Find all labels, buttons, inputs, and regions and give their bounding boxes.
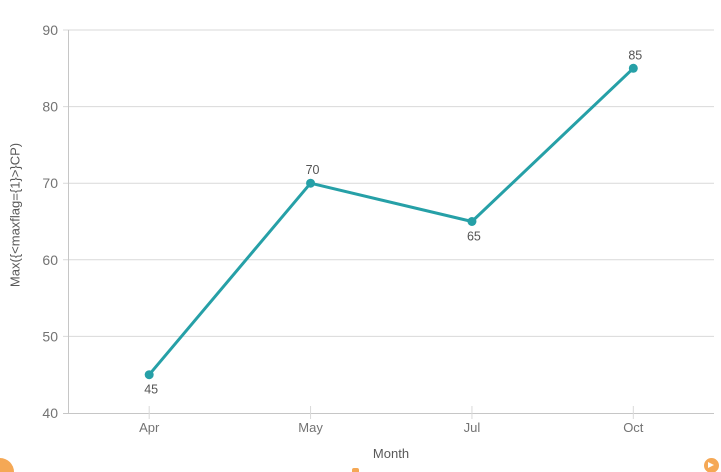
x-axis-title: Month — [372, 446, 410, 461]
orange-dash-bottom-center — [352, 468, 359, 472]
y-tick-label: 70 — [42, 175, 58, 191]
data-point-oct[interactable] — [628, 63, 638, 73]
data-point-label: 85 — [628, 48, 642, 62]
data-point-label: 70 — [306, 163, 320, 177]
x-tick-label-apr: Apr — [139, 420, 160, 435]
y-tick-label: 80 — [42, 99, 58, 115]
x-tick-label-may: May — [298, 420, 323, 435]
orange-circle-button[interactable] — [704, 458, 719, 472]
data-point-jul[interactable] — [467, 217, 477, 226]
data-point-label: 65 — [467, 230, 481, 244]
x-tick-label-oct: Oct — [623, 420, 644, 435]
y-tick-label: 90 — [42, 22, 58, 38]
data-point-may[interactable] — [306, 178, 316, 188]
y-axis-title: Max({<maxflag={1}>}CP) — [7, 142, 23, 288]
data-point-label: 45 — [144, 383, 158, 397]
data-point-apr[interactable] — [144, 370, 154, 380]
play-arrow-icon — [708, 462, 714, 468]
y-tick-label: 60 — [42, 252, 58, 268]
y-tick-label: 50 — [42, 328, 58, 344]
x-tick-label-jul: Jul — [464, 420, 481, 435]
y-tick-label: 40 — [42, 405, 58, 421]
series-line — [147, 66, 635, 377]
